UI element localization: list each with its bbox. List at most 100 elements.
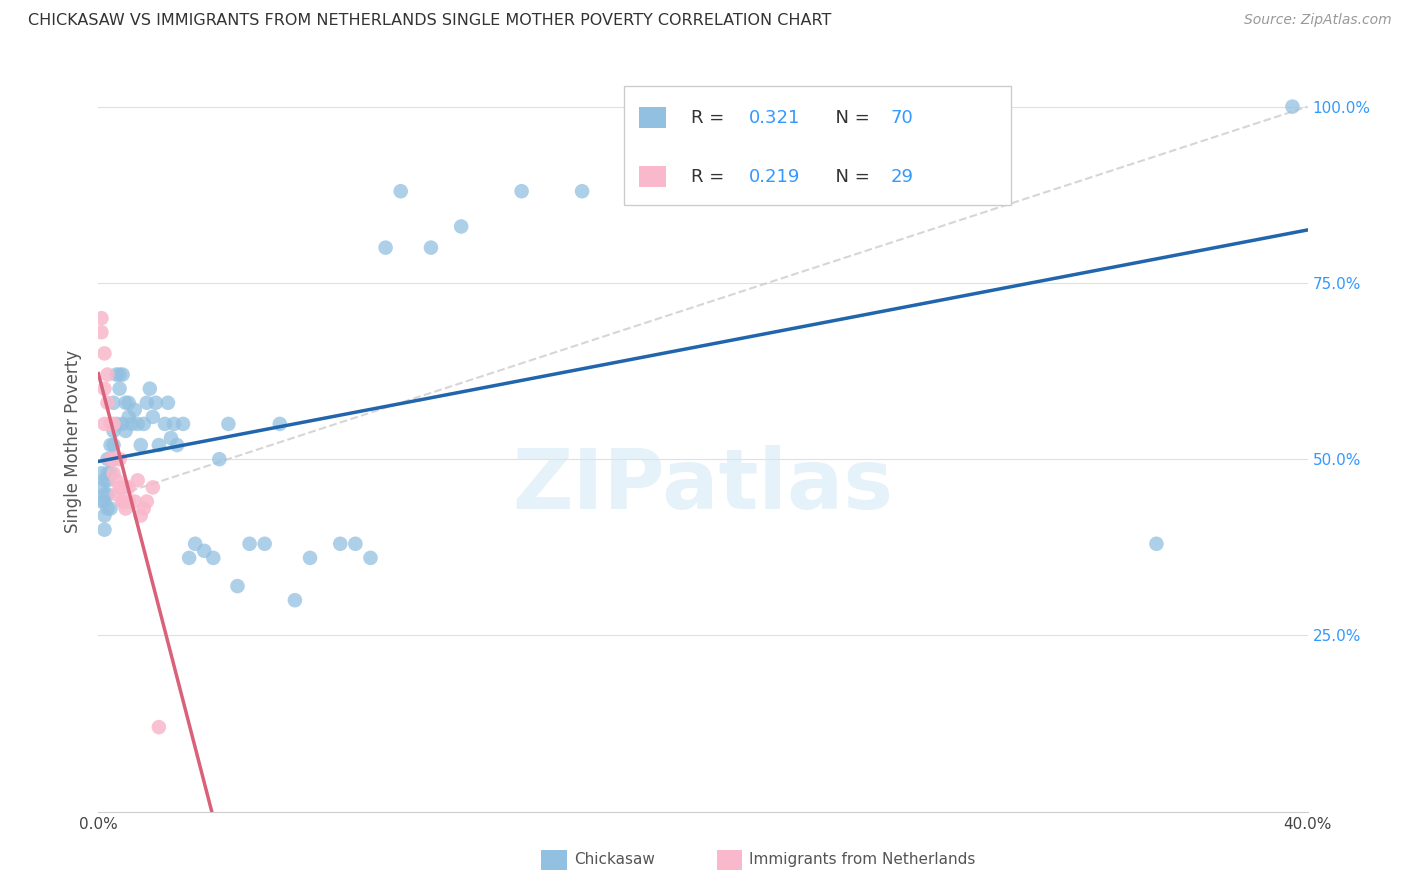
Point bbox=[93, 508, 115, 523]
Point bbox=[166, 438, 188, 452]
Point bbox=[510, 184, 533, 198]
Point bbox=[389, 184, 412, 198]
Point bbox=[184, 537, 207, 551]
Point bbox=[96, 473, 118, 487]
Point bbox=[217, 417, 239, 431]
Point bbox=[148, 720, 170, 734]
Point bbox=[93, 382, 115, 396]
Point bbox=[1281, 100, 1303, 114]
Point bbox=[329, 537, 352, 551]
Text: Immigrants from Netherlands: Immigrants from Netherlands bbox=[749, 853, 976, 867]
Point bbox=[108, 452, 131, 467]
Point bbox=[114, 480, 136, 494]
Point bbox=[420, 241, 443, 255]
Point bbox=[153, 417, 176, 431]
Point bbox=[93, 346, 115, 360]
Point bbox=[90, 325, 112, 339]
Point bbox=[100, 438, 122, 452]
Point bbox=[179, 550, 201, 565]
Point bbox=[145, 396, 167, 410]
Point bbox=[132, 417, 155, 431]
Point bbox=[93, 494, 115, 508]
Point bbox=[118, 494, 141, 508]
Point bbox=[118, 396, 141, 410]
Point bbox=[284, 593, 307, 607]
Point bbox=[103, 438, 125, 452]
Text: CHICKASAW VS IMMIGRANTS FROM NETHERLANDS SINGLE MOTHER POVERTY CORRELATION CHART: CHICKASAW VS IMMIGRANTS FROM NETHERLANDS… bbox=[28, 13, 831, 29]
Point bbox=[105, 473, 128, 487]
Point bbox=[90, 311, 112, 326]
Point bbox=[156, 396, 179, 410]
Text: R =: R = bbox=[690, 109, 730, 128]
Point bbox=[90, 480, 112, 494]
Text: N =: N = bbox=[824, 109, 876, 128]
Point bbox=[374, 241, 396, 255]
Point bbox=[118, 480, 141, 494]
Point bbox=[103, 467, 125, 481]
Point bbox=[105, 368, 128, 382]
Text: 70: 70 bbox=[890, 109, 912, 128]
Point bbox=[114, 501, 136, 516]
Point bbox=[139, 382, 162, 396]
Point bbox=[100, 467, 122, 481]
Point bbox=[90, 467, 112, 481]
Point bbox=[111, 494, 134, 508]
Point bbox=[96, 396, 118, 410]
Point bbox=[96, 452, 118, 467]
Text: N =: N = bbox=[824, 169, 876, 186]
Point bbox=[299, 550, 322, 565]
Point bbox=[239, 537, 262, 551]
Point bbox=[226, 579, 249, 593]
Text: 0.219: 0.219 bbox=[749, 169, 800, 186]
Text: 29: 29 bbox=[890, 169, 914, 186]
Y-axis label: Single Mother Poverty: Single Mother Poverty bbox=[65, 350, 83, 533]
FancyBboxPatch shape bbox=[624, 87, 1011, 204]
Point bbox=[105, 487, 128, 501]
Point bbox=[96, 467, 118, 481]
Point bbox=[103, 417, 125, 431]
Point bbox=[142, 409, 165, 424]
Point bbox=[202, 550, 225, 565]
Point bbox=[142, 480, 165, 494]
Point bbox=[114, 396, 136, 410]
Point bbox=[135, 396, 157, 410]
Point bbox=[344, 537, 367, 551]
Point bbox=[93, 473, 115, 487]
Point bbox=[135, 494, 157, 508]
Point bbox=[90, 494, 112, 508]
Point bbox=[96, 487, 118, 501]
Point bbox=[269, 417, 291, 431]
Point bbox=[121, 417, 143, 431]
Point bbox=[96, 501, 118, 516]
Point bbox=[100, 417, 122, 431]
Point bbox=[111, 494, 134, 508]
Point bbox=[118, 409, 141, 424]
Point bbox=[114, 424, 136, 438]
Text: Chickasaw: Chickasaw bbox=[574, 853, 655, 867]
Point bbox=[450, 219, 472, 234]
Text: 0.321: 0.321 bbox=[749, 109, 800, 128]
Text: Source: ZipAtlas.com: Source: ZipAtlas.com bbox=[1244, 13, 1392, 28]
Point bbox=[100, 452, 122, 467]
FancyBboxPatch shape bbox=[638, 107, 665, 128]
Point bbox=[193, 544, 215, 558]
Point bbox=[127, 473, 149, 487]
Point bbox=[93, 487, 115, 501]
Point bbox=[96, 368, 118, 382]
Point bbox=[103, 424, 125, 438]
FancyBboxPatch shape bbox=[638, 166, 665, 187]
Point bbox=[103, 452, 125, 467]
Point bbox=[160, 431, 183, 445]
Point bbox=[108, 382, 131, 396]
Point bbox=[208, 452, 231, 467]
Point bbox=[105, 417, 128, 431]
Text: ZIPatlas: ZIPatlas bbox=[513, 445, 893, 526]
Point bbox=[100, 501, 122, 516]
Point bbox=[124, 494, 146, 508]
Point bbox=[129, 508, 152, 523]
Point bbox=[360, 550, 382, 565]
Point bbox=[129, 438, 152, 452]
Point bbox=[124, 402, 146, 417]
Point bbox=[108, 368, 131, 382]
Point bbox=[111, 368, 134, 382]
